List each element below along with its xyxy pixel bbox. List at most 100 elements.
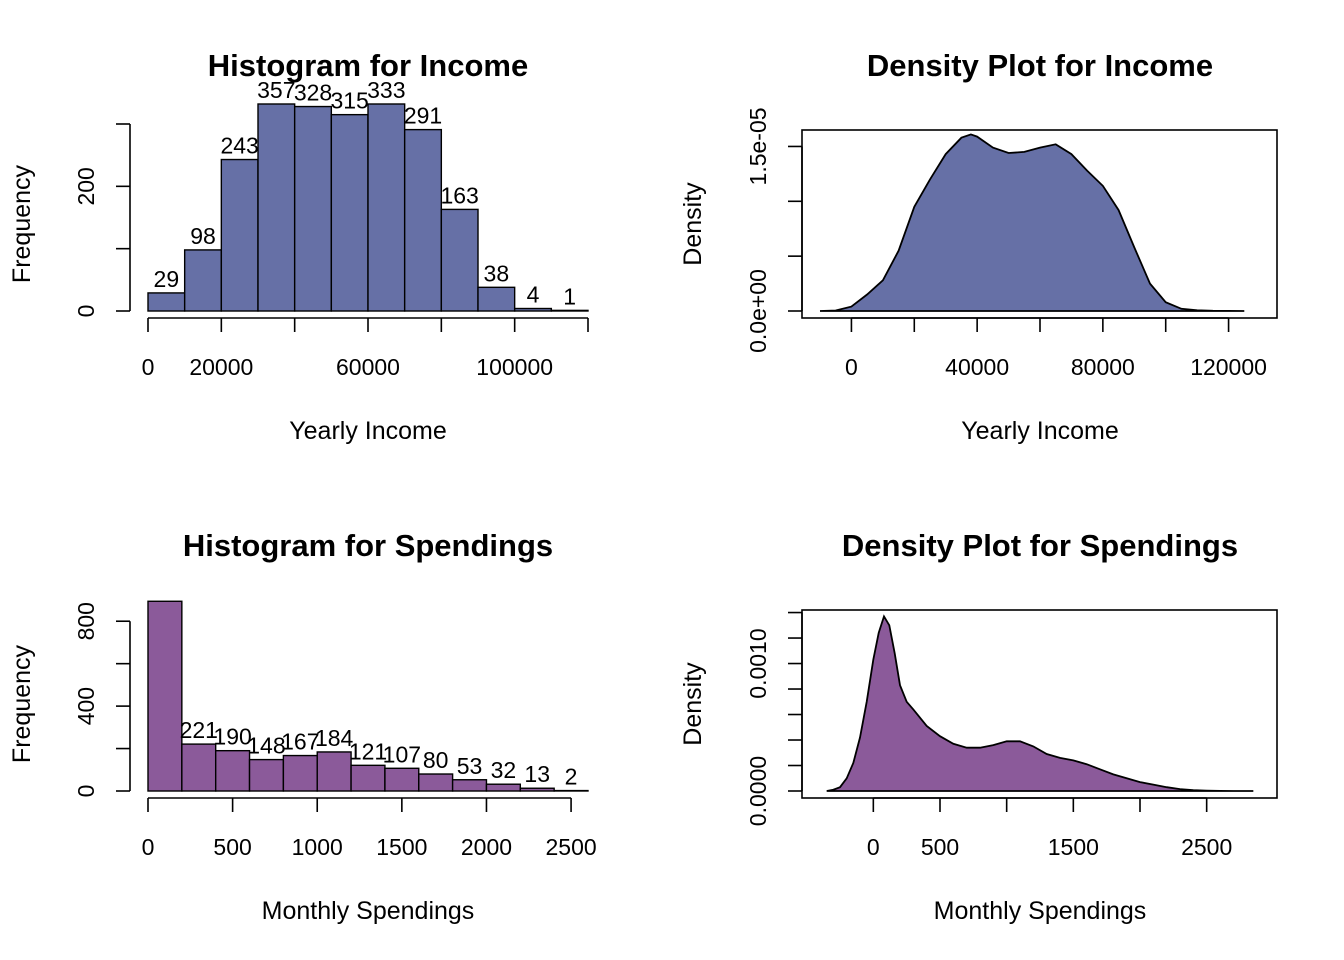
x-tick-label: 20000 xyxy=(189,354,253,380)
bar-data-label: 32 xyxy=(491,757,517,783)
x-tick-label: 1500 xyxy=(376,834,427,860)
bar-data-label: 1 xyxy=(563,283,576,309)
chart-title: Density Plot for Spendings xyxy=(842,528,1238,563)
bar-data-label: 13 xyxy=(524,761,550,787)
histogram-bar xyxy=(183,249,223,312)
x-axis xyxy=(850,317,1230,332)
histogram-bar xyxy=(519,787,555,792)
y-axis xyxy=(788,145,803,312)
bar-data-label: 291 xyxy=(404,103,442,129)
histogram-bar xyxy=(214,749,251,792)
bar-data-label: 190 xyxy=(213,724,251,750)
histogram-bar xyxy=(316,751,352,792)
bar-data-label: 121 xyxy=(349,738,387,764)
y-axis-label: Density xyxy=(679,182,707,266)
y-axis xyxy=(116,620,131,792)
chart-title: Histogram for Spendings xyxy=(183,528,553,563)
x-tick-label: 0 xyxy=(867,834,880,860)
bar-data-label: 29 xyxy=(154,266,180,292)
x-axis-label: Yearly Income xyxy=(961,417,1119,445)
y-tick-label: 800 xyxy=(73,602,99,640)
bar-data-label: 107 xyxy=(383,741,421,767)
x-tick-label: 100000 xyxy=(476,354,553,380)
y-tick-label: 200 xyxy=(73,167,99,205)
y-axis-label: Density xyxy=(679,662,707,746)
y-axis-label: Frequency xyxy=(8,644,36,763)
x-axis xyxy=(147,797,572,812)
histogram-bar xyxy=(418,773,454,792)
x-axis xyxy=(147,317,589,332)
histogram-bar xyxy=(147,600,183,792)
bar-data-label: 148 xyxy=(247,733,285,759)
histogram-bar xyxy=(330,113,369,312)
y-axis xyxy=(788,611,803,792)
x-tick-label: 40000 xyxy=(945,354,1009,380)
bar-data-label: 333 xyxy=(367,77,405,103)
histogram-bar xyxy=(220,158,259,312)
bar-data-label: 167 xyxy=(281,729,319,755)
bar-data-label: 184 xyxy=(315,725,354,751)
bar-data-label: 2 xyxy=(565,764,578,790)
y-axis xyxy=(116,123,131,312)
histogram-bar xyxy=(477,286,516,312)
x-tick-label: 80000 xyxy=(1071,354,1135,380)
y-tick-label: 0.0000 xyxy=(745,756,771,826)
x-axis-label: Yearly Income xyxy=(289,417,447,445)
bar-data-label: 4 xyxy=(527,282,540,308)
bar-data-label: 53 xyxy=(457,753,483,779)
histogram-bar xyxy=(147,292,186,312)
x-axis-label: Monthly Spendings xyxy=(262,897,475,925)
y-tick-label: 0.0e+00 xyxy=(745,269,771,353)
panel-income-density: Density Plot for Income Yearly Income De… xyxy=(679,48,1278,445)
bar-data-label: 357 xyxy=(257,77,295,103)
x-tick-label: 500 xyxy=(213,834,251,860)
density-area xyxy=(826,614,1254,792)
x-tick-label: 2000 xyxy=(461,834,512,860)
x-tick-label: 120000 xyxy=(1190,354,1267,380)
histogram-bar xyxy=(384,767,420,792)
histogram-bar xyxy=(181,743,217,792)
bar-data-label: 98 xyxy=(190,223,216,249)
histogram-bar xyxy=(440,208,479,312)
bar-data-label: 38 xyxy=(484,260,510,286)
panel-income-histogram: Histogram for Income Yearly Income Frequ… xyxy=(8,48,589,445)
y-tick-label: 400 xyxy=(73,687,99,725)
x-tick-label: 2500 xyxy=(545,834,596,860)
x-tick-label: 500 xyxy=(921,834,959,860)
histogram-bar xyxy=(367,103,406,312)
y-axis-label: Frequency xyxy=(8,164,36,283)
histogram-bar xyxy=(513,307,553,312)
chart-title: Histogram for Income xyxy=(208,48,528,83)
x-tick-label: 1500 xyxy=(1048,834,1099,860)
x-axis xyxy=(872,797,1208,812)
x-tick-label: 1000 xyxy=(292,834,343,860)
bar-data-label: 80 xyxy=(423,747,449,773)
histogram-bar xyxy=(293,105,333,312)
y-tick-label: 1.5e-05 xyxy=(745,107,771,185)
y-tick-label: 0 xyxy=(73,785,99,798)
x-tick-label: 60000 xyxy=(336,354,400,380)
histogram-bar xyxy=(350,764,386,792)
x-tick-label: 0 xyxy=(142,834,155,860)
histogram-bar xyxy=(403,128,443,312)
x-tick-label: 2500 xyxy=(1181,834,1232,860)
bar-data-label: 243 xyxy=(220,133,258,159)
panel-spendings-histogram: Histogram for Spendings Monthly Spending… xyxy=(8,528,597,925)
y-tick-label: 0.0010 xyxy=(745,628,771,698)
histogram-bar xyxy=(550,309,589,312)
histogram-bar xyxy=(248,758,285,792)
bar-data-label: 163 xyxy=(440,182,478,208)
bar-data-label: 315 xyxy=(330,88,368,114)
panel-spendings-density: Density Plot for Spendings Monthly Spend… xyxy=(679,528,1278,925)
bar-data-label: 328 xyxy=(294,80,332,106)
x-tick-label: 0 xyxy=(142,354,155,380)
x-axis-label: Monthly Spendings xyxy=(934,897,1147,925)
density-area xyxy=(819,133,1245,312)
chart-title: Density Plot for Income xyxy=(867,48,1213,83)
histogram-bar xyxy=(282,754,318,792)
bar-data-label: 221 xyxy=(180,717,218,743)
histogram-bar xyxy=(485,783,522,792)
x-tick-label: 0 xyxy=(845,354,858,380)
